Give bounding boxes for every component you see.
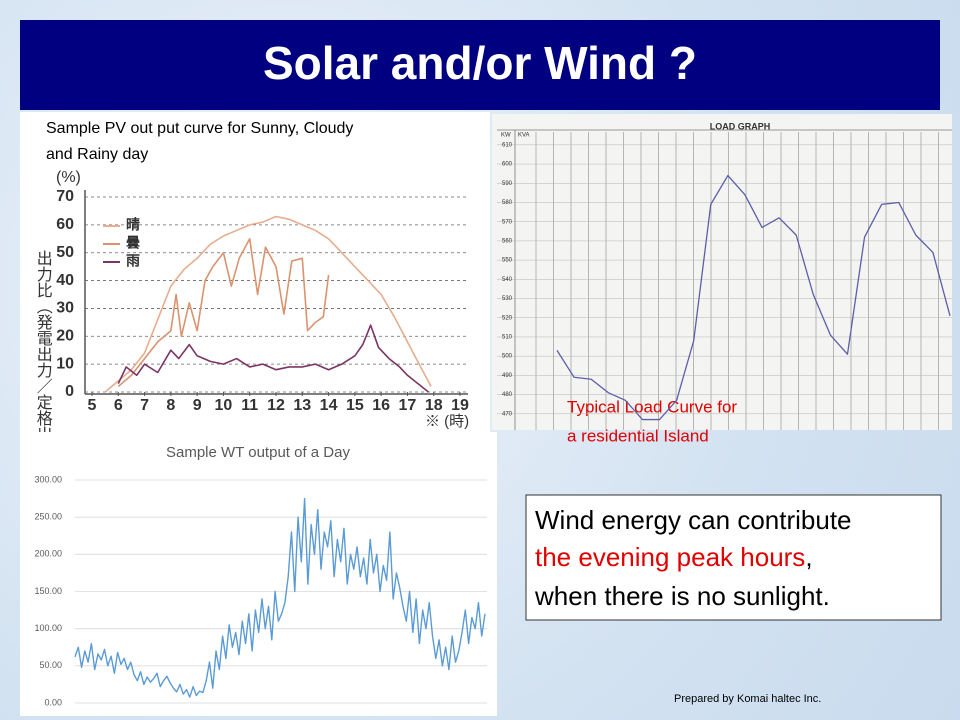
y-tick-label: 550 [502, 258, 513, 264]
x-tick-label: 10 [215, 397, 233, 414]
load-panel [492, 114, 952, 430]
load-column-header: KVA [518, 133, 530, 139]
y-tick-label: 490 [502, 373, 513, 379]
series-line [117, 237, 330, 388]
y-tick-label: 0.00 [44, 697, 62, 707]
load-column-header: KW [501, 133, 511, 139]
callout-punct: , [805, 542, 812, 572]
callout-line: when there is no sunlight. [534, 581, 830, 611]
y-tick-label: 560 [502, 238, 513, 244]
load-grid-paper [497, 129, 952, 430]
pv-caption: Sample PV out put curve for Sunny, Cloud… [46, 120, 353, 137]
wt-title: Sample WT output of a Day [166, 444, 350, 461]
y-tick-label: 20 [56, 328, 74, 345]
x-tick-label: 17 [399, 397, 417, 414]
pv-y-unit: (%) [56, 169, 81, 186]
series-line [104, 215, 432, 393]
x-tick-label: 5 [88, 397, 97, 414]
y-tick-label: 50.00 [39, 660, 62, 670]
y-tick-label: 510 [502, 335, 513, 341]
callout-box [525, 494, 942, 621]
y-tick-label: 470 [502, 411, 513, 417]
y-tick-label: 70 [56, 188, 74, 205]
y-tick-label: 250.00 [34, 512, 62, 522]
y-tick-label: 150.00 [34, 586, 62, 596]
footer: Prepared by Komai haltec Inc. [674, 693, 821, 705]
x-tick-label: 15 [346, 397, 364, 414]
y-tick-label: 200.00 [34, 549, 62, 559]
y-tick-label: 580 [502, 200, 513, 206]
slide-title: Solar and/or Wind ? [263, 37, 697, 89]
load-caption: Typical Load Curve for [567, 397, 737, 416]
x-tick-label: 9 [193, 397, 202, 414]
y-tick-label: 600 [502, 162, 513, 168]
y-tick-label: 60 [56, 216, 74, 233]
y-tick-label: 570 [502, 219, 513, 225]
y-tick-label: 520 [502, 315, 513, 321]
series-line [117, 324, 429, 393]
callout-highlight: the evening peak hours [535, 542, 805, 572]
wt-panel [20, 432, 497, 716]
y-tick-label: 530 [502, 296, 513, 302]
legend-label: 晴 [126, 217, 140, 233]
callout-line: Wind energy can contribute [535, 505, 852, 535]
y-tick-label: 590 [502, 181, 513, 187]
y-tick-label: 610 [502, 142, 513, 148]
x-tick-label: 18 [425, 397, 443, 414]
x-tick-label: 13 [293, 397, 311, 414]
y-tick-label: 540 [502, 277, 513, 283]
pv-caption: and Rainy day [46, 146, 148, 163]
y-tick-label: 480 [502, 392, 513, 398]
series-line [556, 174, 951, 421]
title-bar [20, 20, 940, 110]
x-tick-label: 8 [166, 397, 175, 414]
pv-y-label: 出力比（発電出力／定格出力） [34, 250, 53, 474]
x-tick-label: 11 [241, 397, 258, 414]
series-line [74, 497, 486, 698]
x-tick-label: 19 [451, 397, 469, 414]
callout-line: the evening peak hours, [535, 542, 813, 572]
y-tick-label: 50 [56, 244, 74, 261]
y-tick-label: 100.00 [34, 623, 62, 633]
x-tick-label: 12 [267, 397, 285, 414]
pv-x-unit: ※ (時) [425, 413, 469, 430]
x-tick-label: 6 [114, 397, 123, 414]
y-tick-label: 500 [502, 354, 513, 360]
x-tick-label: 14 [320, 397, 338, 414]
legend-label: 曇 [126, 235, 140, 251]
x-tick-label: 16 [372, 397, 390, 414]
y-tick-label: 40 [56, 272, 74, 289]
y-tick-label: 10 [56, 355, 74, 372]
legend-label: 雨 [126, 253, 140, 269]
load-heading: LOAD GRAPH [710, 121, 771, 131]
y-tick-label: 0 [65, 383, 74, 400]
x-tick-label: 7 [140, 397, 149, 414]
load-caption: a residential Island [567, 426, 709, 445]
y-tick-label: 30 [56, 300, 74, 317]
y-tick-label: 300.00 [34, 474, 62, 484]
